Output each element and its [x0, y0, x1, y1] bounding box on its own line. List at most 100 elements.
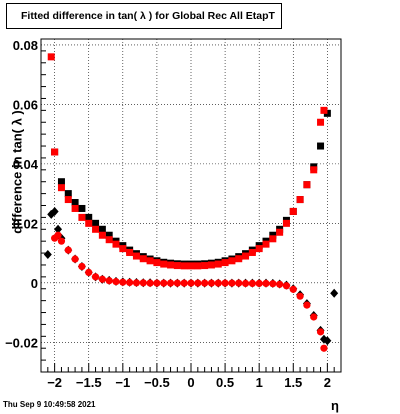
data-point-circle [194, 279, 202, 287]
data-point-circle [105, 277, 113, 285]
data-point-circle [139, 279, 147, 287]
data-point-circle [132, 279, 141, 287]
data-point-square [78, 213, 86, 221]
data-point-circle [316, 328, 325, 336]
data-point-circle [296, 292, 304, 300]
y-tick-label: 0 [31, 276, 38, 291]
data-point-circle [201, 279, 209, 287]
data-point-square [64, 190, 72, 198]
datestamp: Thu Sep 9 10:49:58 2021 [3, 400, 96, 409]
data-point-square [310, 166, 318, 174]
data-point-circle [85, 268, 93, 276]
data-point-circle [187, 279, 195, 287]
data-point-square [269, 231, 277, 239]
data-point-square [98, 231, 106, 239]
data-point-square [57, 178, 65, 186]
x-tick-label: −0.5 [144, 375, 170, 390]
data-point-square [262, 240, 270, 248]
data-point-square [105, 236, 113, 244]
data-point-square [317, 118, 325, 126]
data-point-circle [289, 285, 297, 293]
y-tick-label: 0.06 [13, 97, 38, 112]
x-tick-label: −1.5 [76, 375, 102, 390]
plot-frame [40, 38, 342, 373]
data-point-circle [54, 231, 62, 239]
data-point-square [51, 148, 59, 156]
data-point-square [85, 213, 93, 221]
data-point-circle [71, 255, 79, 263]
data-point-circle [180, 279, 188, 287]
data-point-square [303, 181, 311, 189]
data-point-circle [98, 275, 106, 283]
data-point-square [255, 245, 263, 253]
data-point-circle [207, 279, 216, 287]
data-point-square [242, 252, 250, 260]
data-point-square [248, 248, 256, 256]
data-point-square [282, 219, 290, 227]
data-point-square [221, 259, 229, 267]
data-point-circle [146, 279, 154, 287]
data-point-square [160, 260, 168, 268]
data-point-square [187, 262, 195, 270]
data-point-circle [160, 279, 168, 287]
data-point-square [194, 262, 202, 270]
x-tick-label: 2 [324, 375, 331, 390]
data-point-circle [276, 280, 284, 288]
x-tick-label: −2 [47, 375, 62, 390]
data-point-circle [57, 237, 66, 245]
y-tick-label: 0.08 [13, 38, 38, 53]
data-point-square [214, 260, 222, 268]
data-point-circle [64, 246, 72, 254]
data-point-circle [221, 279, 229, 287]
data-point-circle [303, 301, 311, 309]
data-point-circle [320, 344, 328, 352]
chart-title: Fitted difference in tan( λ ) for Global… [6, 3, 282, 29]
data-point-circle [112, 278, 120, 286]
data-point-square [71, 204, 79, 212]
data-point-circle [153, 279, 161, 287]
data-point-square [119, 245, 127, 253]
data-point-circle [126, 278, 134, 287]
data-point-square [296, 196, 304, 204]
data-point-square [64, 196, 72, 204]
data-point-square [92, 219, 100, 227]
data-point-diamond [50, 206, 59, 216]
data-point-square [269, 235, 277, 243]
x-tick-label: 1 [256, 375, 263, 390]
data-point-square [228, 257, 236, 265]
data-point-square [146, 257, 154, 265]
data-point-square [98, 225, 106, 233]
x-tick-label: 1.5 [284, 375, 302, 390]
data-point-square [105, 231, 113, 239]
data-point-diamond [323, 336, 332, 346]
data-point-square [47, 53, 55, 61]
data-point-square [139, 255, 147, 263]
data-point-circle [241, 279, 250, 287]
y-tick-label: 0.02 [13, 216, 38, 231]
data-point-square [317, 142, 325, 150]
y-tick-label: −0.02 [5, 335, 38, 350]
data-point-circle [91, 273, 100, 281]
data-point-square [85, 219, 93, 227]
data-point-square [320, 106, 328, 114]
data-point-circle [78, 262, 86, 271]
data-point-square [235, 255, 243, 263]
data-point-circle [262, 279, 270, 287]
data-point-circle [214, 279, 222, 287]
data-point-square [173, 262, 181, 270]
data-point-square [207, 261, 215, 269]
data-point-diamond [54, 224, 63, 234]
data-point-square [92, 225, 100, 233]
x-tick-label: −1 [115, 375, 130, 390]
data-point-square [112, 240, 120, 248]
data-point-square [153, 259, 161, 267]
data-point-diamond [43, 250, 52, 260]
data-point-circle [166, 279, 175, 287]
data-point-circle [255, 279, 263, 287]
data-point-square [201, 262, 209, 270]
data-point-circle [228, 279, 236, 287]
x-tick-label: 0 [187, 375, 194, 390]
data-point-circle [248, 279, 256, 287]
data-point-diamond [330, 288, 339, 298]
